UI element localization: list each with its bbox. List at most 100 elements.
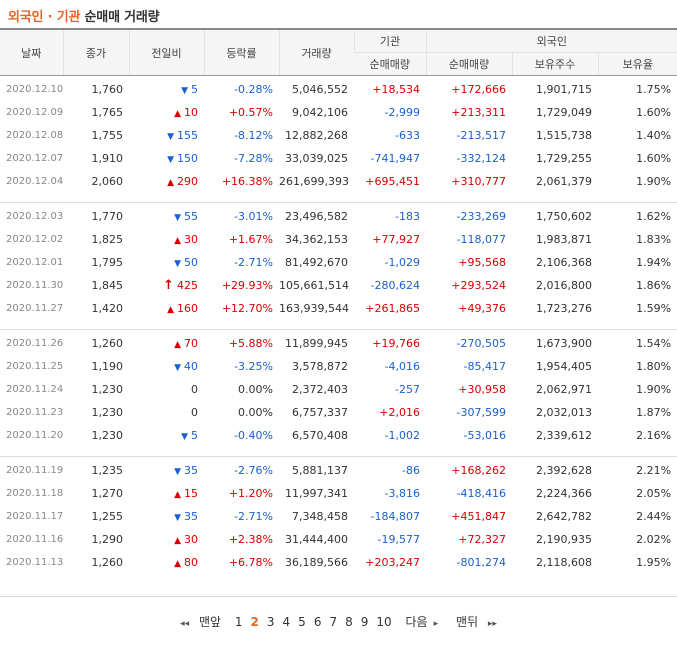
cell-holdings: 1,729,255 [536,152,592,165]
cell-volume: 5,881,137 [292,464,348,477]
page-link-8[interactable]: 8 [345,615,353,629]
spacer-cell [0,193,677,203]
cell-close: 1,290 [91,533,124,546]
cell-inst-net: -184,807 [370,510,420,523]
table-row: 2020.11.27 1,420 ▲ 160 +12.70% 163,939,544 +26… [0,297,677,320]
cell-change: ▲ 30 [129,528,204,551]
cell-ratio: 1.59% [636,302,672,315]
cell-change: 0 [129,378,204,401]
page-link-4[interactable]: 4 [282,615,291,629]
cell-holdings: 2,642,782 [536,510,592,523]
cell-inst-net: -741,947 [370,152,420,165]
table-row: 2020.11.19 1,235 ▼ 35 -2.76% 5,881,137 -86 +168… [0,457,677,483]
cell-ratio: 1.87% [636,406,672,419]
page-link-7[interactable]: 7 [329,615,338,629]
cell-volume: 33,039,025 [285,152,348,165]
cell-rate: -2.71% [234,256,273,269]
page-number-list: 1 2 3 4 5 6 7 8 9 10 [231,615,396,629]
cell-close: 1,755 [91,129,124,142]
last-page-link[interactable]: 맨뒤 ▸▸ [455,615,497,629]
cell-ratio: 1.62% [636,210,672,223]
cell-change: ▲ 160 [129,297,204,320]
table-row: 2020.12.02 1,825 ▲ 30 +1.67% 34,362,153 +77,92… [0,228,677,251]
table-row: 2020.11.13 1,260 ▲ 80 +6.78% 36,189,566 +203,2… [0,551,677,574]
page-link-6[interactable]: 6 [313,615,322,629]
first-page-link[interactable]: ◂◂ 맨앞 [180,615,222,629]
cell-holdings: 2,392,628 [536,464,592,477]
change-value: 10 [184,106,198,119]
cell-holdings: 1,983,871 [536,233,592,246]
page-link-9[interactable]: 9 [360,615,369,629]
cell-ratio: 1.95% [636,556,672,569]
next-page-link[interactable]: 다음 ▸ [405,615,439,629]
cell-change: ▲ 70 [129,330,204,356]
page-link-3[interactable]: 3 [266,615,275,629]
cell-change: ▼ 35 [129,505,204,528]
cell-inst-net: -1,029 [384,256,420,269]
cell-holdings: 2,339,612 [536,429,592,442]
header-holdings: 보유주수 [511,52,598,76]
title-net-volume: 순매매 거래량 [84,10,160,25]
cell-ratio: 1.86% [636,279,672,292]
cell-inst-net: -1,002 [384,429,420,442]
cell-ratio: 1.75% [636,83,672,96]
cell-holdings: 2,061,379 [536,175,592,188]
cell-volume: 9,042,106 [292,106,348,119]
triangle-up-icon: ▲ [174,109,181,119]
cell-inst-net: -4,016 [384,360,420,373]
triangle-up-icon: ▲ [174,236,181,246]
cell-foreign-net: -270,505 [456,337,506,350]
cell-close: 1,760 [91,83,124,96]
change-value: 55 [184,210,198,223]
triangle-up-icon: ▲ [174,536,181,546]
cell-rate: +16.38% [221,175,273,188]
cell-ratio: 1.60% [636,106,672,119]
spacer-cell [0,320,677,330]
cell-volume: 12,882,268 [285,129,348,142]
cell-change: ▼ 155 [129,124,204,147]
cell-close: 1,845 [91,279,124,292]
cell-change: ▼ 5 [129,424,204,447]
cell-foreign-net: -332,124 [456,152,506,165]
cell-volume: 163,939,544 [279,302,349,315]
cell-change: ▼ 55 [129,203,204,229]
cell-close: 1,795 [91,256,124,269]
cell-foreign-net: -53,016 [463,429,506,442]
cell-close: 1,765 [91,106,124,119]
cell-inst-net: -257 [395,383,420,396]
header-date: 날짜 [0,28,63,76]
table-row: 2020.12.01 1,795 ▼ 50 -2.71% 81,492,670 -1,029… [0,251,677,274]
triangle-down-icon: ▼ [174,363,181,373]
cell-change: ▲ 80 [129,551,204,574]
table-row: 2020.12.09 1,765 ▲ 10 +0.57% 9,042,106 -2,999 +… [0,101,677,124]
chevron-right-icon: ▸ [433,619,439,629]
cell-close: 1,770 [91,210,124,223]
page-link-2[interactable]: 2 [250,615,259,629]
cell-date: 2020.11.26 [6,338,64,349]
page-link-10[interactable]: 10 [376,615,392,629]
group-spacer [0,320,677,330]
cell-holdings: 2,106,368 [536,256,592,269]
cell-date: 2020.11.17 [6,511,64,522]
cell-change: ▼ 35 [129,457,204,483]
cell-foreign-net: +168,262 [451,464,506,477]
double-chevron-left-icon: ◂◂ [180,619,190,629]
cell-date: 2020.12.10 [6,84,64,95]
header-row: 날짜 종가 전일비 등락률 거래량 기관 외국인 [0,28,677,76]
cell-rate: +1.67% [228,233,273,246]
cell-volume: 36,189,566 [285,556,348,569]
change-value: 0 [191,383,198,396]
cell-volume: 261,699,393 [279,175,349,188]
cell-rate: +5.88% [228,337,273,350]
cell-inst-net: +695,451 [365,175,420,188]
cell-change: ▲ 10 [129,101,204,124]
cell-foreign-net: +172,666 [451,83,506,96]
section-title: 외국인 · 기관 순매매 거래량 [8,6,160,25]
page-link-5[interactable]: 5 [298,615,306,629]
cell-ratio: 1.90% [636,383,672,396]
pagination: ◂◂ 맨앞 1 2 3 4 5 6 7 8 9 10 다음 ▸ 맨뒤 ▸▸ [0,613,677,630]
triangle-up-icon: ▲ [167,178,174,188]
header-close: 종가 [62,28,129,76]
page-link-1[interactable]: 1 [234,615,243,629]
cell-foreign-net: +293,524 [451,279,506,292]
